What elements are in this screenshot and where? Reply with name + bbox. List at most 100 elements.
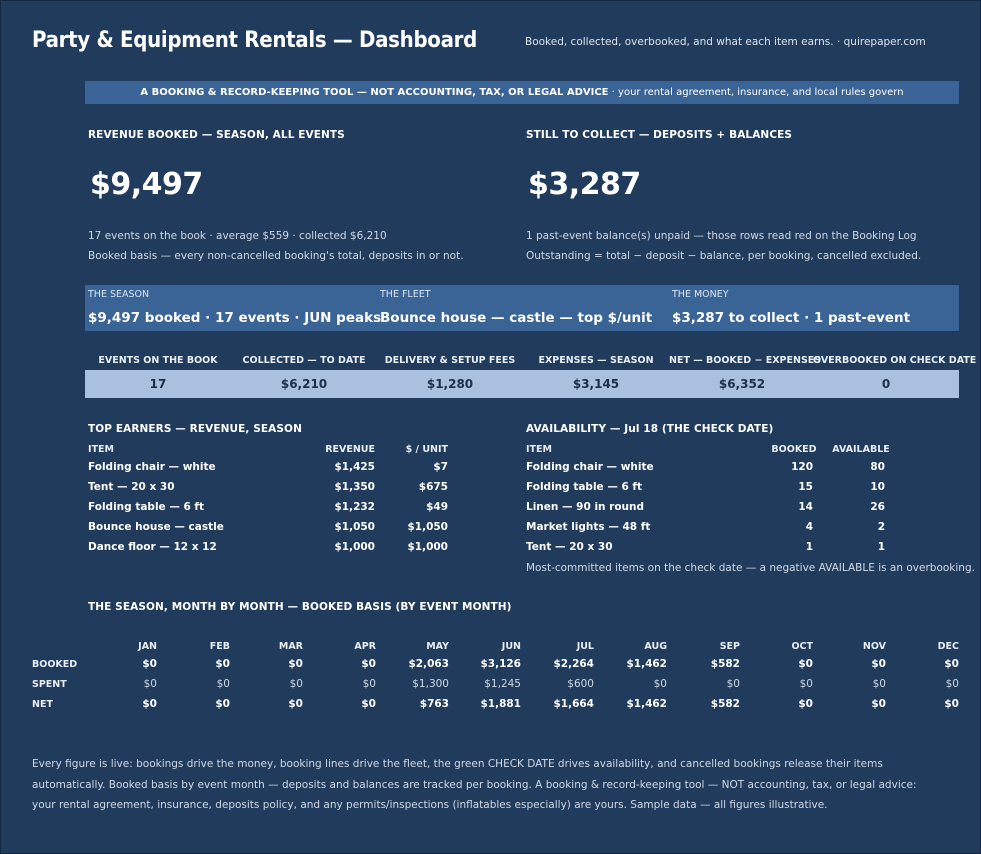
kpi-label-overbooked: OVERBOOKED ON CHECK DATE [813,355,977,366]
monthly-value: $1,462 [626,658,667,670]
month-header: JUN [501,641,521,652]
month-header: DEC [937,641,959,652]
month-header: SEP [719,641,740,652]
monthly-title: THE SEASON, MONTH BY MONTH — BOOKED BASI… [88,601,512,613]
month-header: MAY [426,641,449,652]
availability-col-available: AVAILABLE [832,444,890,455]
earner-revenue: $1,350 [334,481,375,493]
monthly-value: $0 [798,698,813,710]
availability-booked: 1 [805,541,813,553]
footer-line-3: your rental agreement, insurance, deposi… [32,799,828,811]
earner-item: Folding chair — white [88,461,216,473]
earner-per-unit: $7 [433,461,448,473]
earner-per-unit: $49 [426,501,448,513]
earner-per-unit: $1,000 [407,541,448,553]
month-header: AUG [644,641,667,652]
monthly-value: $0 [288,658,303,670]
earner-revenue: $1,232 [334,501,375,513]
band-season: THE SEASON $9,497 booked · 17 events · J… [85,285,381,331]
collect-note-2: Outstanding = total − deposit − balance,… [526,250,922,262]
footer-line-1: Every figure is live: bookings drive the… [32,758,883,770]
page-subtitle: Booked, collected, overbooked, and what … [525,36,926,48]
kpi-value-net: $6,352 [718,377,766,391]
revenue-label: REVENUE BOOKED — SEASON, ALL EVENTS [88,129,345,141]
footer-line-2: automatically. Booked basis by event mon… [32,779,917,791]
monthly-value: $582 [710,698,740,710]
monthly-value: $0 [944,658,959,670]
month-header: JUL [576,641,594,652]
top-earners-title: TOP EARNERS — REVENUE, SEASON [88,423,302,435]
availability-booked: 4 [805,521,813,533]
availability-item: Tent — 20 x 30 [526,541,613,553]
month-header: MAR [278,641,303,652]
monthly-value: $2,264 [553,658,594,670]
month-header: APR [354,641,376,652]
monthly-value: $0 [653,678,667,690]
disclaimer-banner: A BOOKING & RECORD-KEEPING TOOL — NOT AC… [85,81,959,104]
monthly-value: $0 [871,698,886,710]
band-season-value: $9,497 booked · 17 events · JUN peaks [88,310,382,326]
availability-available: 80 [870,461,885,473]
collect-label: STILL TO COLLECT — DEPOSITS + BALANCES [526,129,793,141]
banner-bold-text: A BOOKING & RECORD-KEEPING TOOL — NOT AC… [140,87,609,98]
availability-item: Linen — 90 in round [526,501,645,513]
monthly-value: $0 [142,698,157,710]
monthly-value: $0 [215,698,230,710]
monthly-value: $0 [871,658,886,670]
monthly-value: $0 [216,678,230,690]
earner-revenue: $1,000 [334,541,375,553]
earner-item: Folding table — 6 ft [88,501,205,513]
monthly-value: $0 [945,678,959,690]
monthly-value: $0 [872,678,886,690]
availability-available: 1 [877,541,885,553]
kpi-value-expenses: $3,145 [572,377,620,391]
top-earners-col-item: ITEM [88,444,114,455]
monthly-value: $1,300 [412,678,449,690]
availability-col-booked: BOOKED [771,444,817,455]
earner-revenue: $1,050 [334,521,375,533]
month-header: FEB [209,641,230,652]
summary-band: THE SEASON $9,497 booked · 17 events · J… [85,285,959,331]
month-header: OCT [791,641,813,652]
monthly-value: $0 [944,698,959,710]
revenue-note-1: 17 events on the book · average $559 · c… [88,230,387,242]
page-title: Party & Equipment Rentals — Dashboard [32,28,477,53]
earner-item: Tent — 20 x 30 [88,481,175,493]
availability-booked: 14 [798,501,813,513]
earner-per-unit: $1,050 [407,521,448,533]
availability-booked: 15 [798,481,813,493]
kpi-label-net: NET — BOOKED − EXPENSES [669,355,822,366]
band-fleet: THE FLEET Bounce house — castle — top $/… [377,285,669,331]
monthly-value: $0 [726,678,740,690]
kpi-values-row: 17 $6,210 $1,280 $3,145 $6,352 0 [85,370,959,398]
earner-per-unit: $675 [418,481,448,493]
monthly-value: $0 [215,658,230,670]
monthly-row-label: BOOKED [32,659,78,670]
month-header: NOV [862,641,886,652]
kpi-label-collected: COLLECTED — TO DATE [242,355,366,366]
band-money-value: $3,287 to collect · 1 past-event [672,310,911,326]
availability-item: Folding chair — white [526,461,654,473]
availability-available: 10 [870,481,885,493]
monthly-value: $0 [798,658,813,670]
month-header: JAN [138,641,157,652]
kpi-value-collected: $6,210 [280,377,328,391]
earner-revenue: $1,425 [334,461,375,473]
monthly-value: $3,126 [480,658,521,670]
banner-rest-text: · your rental agreement, insurance, and … [608,87,904,98]
monthly-value: $1,245 [484,678,521,690]
monthly-value: $0 [289,678,303,690]
monthly-value: $1,881 [480,698,521,710]
top-earners-col-revenue: REVENUE [325,444,375,455]
availability-col-item: ITEM [526,444,552,455]
availability-available: 2 [877,521,885,533]
monthly-value: $2,063 [408,658,449,670]
monthly-value: $1,462 [626,698,667,710]
band-money: THE MONEY $3,287 to collect · 1 past-eve… [669,285,959,331]
monthly-row-label: SPENT [32,679,67,690]
collect-note-1: 1 past-event balance(s) unpaid — those r… [526,230,917,242]
kpi-label-expenses: EXPENSES — SEASON [538,355,654,366]
monthly-value: $0 [142,658,157,670]
monthly-value: $1,664 [553,698,594,710]
